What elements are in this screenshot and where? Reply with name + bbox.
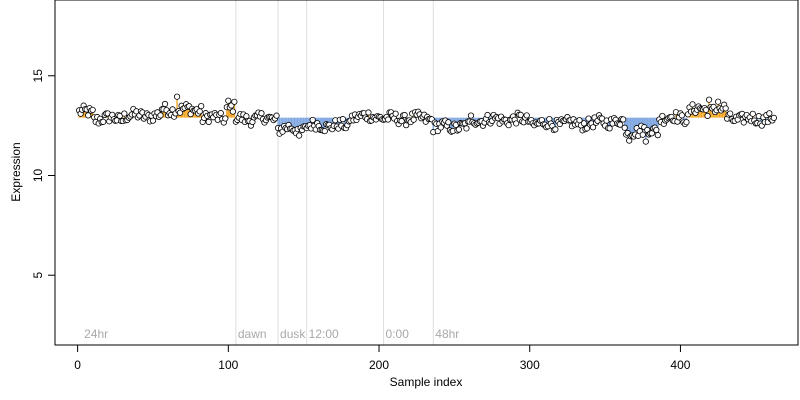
data-point (580, 120, 588, 127)
x-tick-label: 0 (74, 358, 81, 372)
data-point (463, 125, 470, 132)
data-point (198, 103, 205, 110)
data-point (173, 93, 181, 100)
data-point (552, 126, 559, 133)
data-point (704, 112, 711, 119)
data-point (339, 116, 346, 123)
plot-frame (54, 0, 799, 346)
data-point (589, 124, 597, 131)
y-tick-label: 5 (31, 272, 45, 279)
data-point (196, 108, 203, 115)
data-point (639, 131, 646, 138)
data-point (161, 100, 169, 108)
data-point (100, 118, 107, 125)
data-point (705, 96, 713, 103)
annotation-label: 12:00 (309, 327, 339, 341)
y-axis-title: Expression (9, 142, 23, 201)
x-tick-label: 100 (218, 358, 238, 372)
data-point (365, 109, 372, 116)
data-points (76, 93, 777, 145)
data-point (722, 105, 729, 112)
y-tick-label: 10 (31, 168, 45, 182)
data-point (401, 111, 408, 119)
data-point (467, 112, 475, 119)
data-point (217, 110, 224, 117)
data-point (715, 98, 722, 105)
data-point (654, 132, 661, 139)
data-point (296, 132, 303, 139)
data-point (678, 112, 686, 119)
data-point (642, 138, 649, 145)
data-point (621, 124, 628, 131)
data-point (702, 106, 710, 113)
data-point (659, 112, 666, 120)
data-point (321, 127, 328, 135)
data-point (517, 111, 524, 118)
x-tick-label: 300 (520, 358, 540, 372)
data-point (205, 118, 212, 125)
data-point (740, 119, 747, 126)
data-point (149, 117, 157, 124)
data-point (689, 101, 696, 108)
annotation-labels: 24hr dawn dusk 12:00 0:00 48hr (84, 327, 459, 341)
annotation-label: dusk (280, 327, 306, 341)
data-point (85, 112, 92, 119)
data-point (749, 110, 756, 117)
data-point (258, 110, 265, 117)
data-point (231, 98, 238, 105)
y-axis: 5 10 15 (31, 69, 56, 279)
data-point (392, 110, 399, 117)
data-point (617, 121, 624, 128)
data-point (445, 119, 452, 126)
data-point (384, 116, 392, 123)
data-point (169, 106, 176, 113)
annotation-label: 0:00 (386, 327, 410, 341)
data-point (273, 112, 280, 119)
data-point (523, 112, 530, 119)
annotation-vertical-lines (235, 0, 434, 345)
data-point (121, 110, 128, 117)
data-point (683, 119, 690, 126)
data-point (727, 110, 734, 117)
data-point (585, 115, 592, 122)
x-tick-label: 200 (369, 358, 389, 372)
data-point (225, 97, 232, 104)
x-tick-label: 400 (670, 358, 690, 372)
data-point (513, 120, 520, 127)
data-point (222, 115, 229, 122)
x-axis: 0 100 200 300 400 (74, 344, 691, 372)
annotation-label: 48hr (435, 327, 459, 341)
data-point (89, 106, 96, 114)
data-point (157, 112, 164, 119)
data-point (309, 116, 316, 124)
data-point (766, 110, 773, 117)
data-point (505, 122, 512, 129)
data-point (398, 118, 405, 125)
data-point (653, 126, 660, 134)
data-point (484, 111, 491, 119)
data-point (229, 108, 236, 115)
data-point (410, 116, 417, 123)
data-point (437, 124, 444, 131)
annotation-label: dawn (238, 327, 267, 341)
data-point (620, 116, 627, 123)
data-point (606, 125, 613, 132)
data-point (455, 126, 463, 133)
y-tick-label: 15 (31, 69, 45, 83)
data-point (770, 114, 777, 121)
x-axis-title: Sample index (390, 375, 463, 389)
annotation-label: 24hr (84, 327, 108, 341)
